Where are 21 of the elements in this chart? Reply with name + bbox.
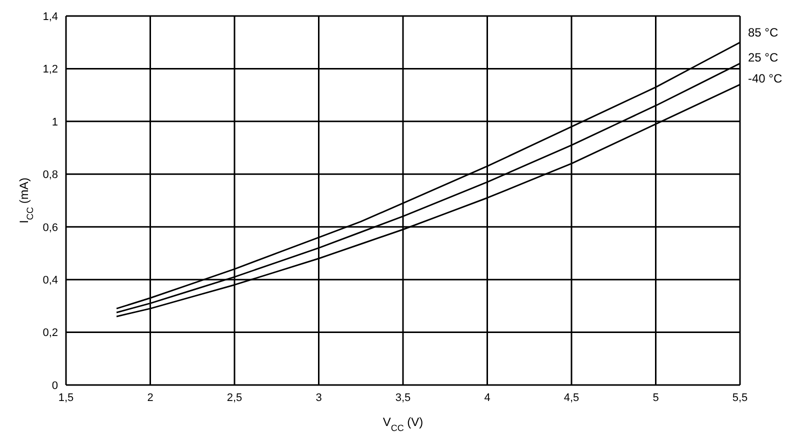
x-tick-label: 3	[316, 392, 322, 404]
y-tick-label: 1,4	[42, 10, 58, 23]
y-tick-label: 0,2	[42, 327, 58, 340]
x-tick-label: 5	[652, 392, 659, 404]
series-label: 85 °C	[748, 25, 778, 40]
x-axis-title: V$_{CC}$ (V)	[382, 415, 424, 433]
x-tick-label: 3,5	[395, 392, 411, 404]
x-tick-label: 2	[147, 392, 154, 404]
x-tick-label: 4,5	[564, 392, 580, 404]
y-tick-label: 0,4	[42, 274, 58, 286]
x-tick-label: 4	[484, 392, 490, 404]
y-tick-label: 0	[52, 380, 58, 392]
y-tick-label: 1,2	[42, 64, 58, 76]
x-tick-label: 1,5	[58, 392, 74, 404]
x-tick-label: 5,5	[732, 392, 748, 404]
y-tick-label: 1	[52, 116, 58, 128]
series-label: -40 °C	[748, 72, 782, 86]
y-tick-label: 0,6	[42, 222, 58, 234]
x-tick-label: 2,5	[226, 392, 242, 404]
series-label: 25 °C	[748, 50, 778, 64]
y-tick-label: 0,8	[42, 169, 58, 182]
